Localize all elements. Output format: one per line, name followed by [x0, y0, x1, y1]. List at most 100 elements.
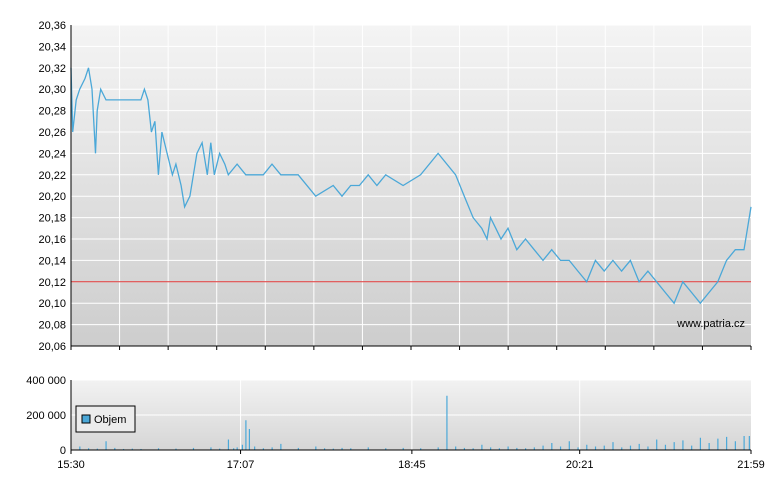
price-y-tick-label: 20,32 — [38, 63, 66, 75]
price-y-tick-label: 20,16 — [38, 234, 66, 246]
volume-bar — [559, 446, 562, 450]
price-y-tick-label: 20,22 — [38, 170, 66, 182]
volume-bar — [673, 442, 675, 450]
volume-bar — [726, 436, 728, 450]
volume-x-tick-label: 17:07 — [227, 459, 255, 471]
volume-bar — [367, 447, 369, 450]
volume-bar — [248, 429, 251, 450]
volume-bar — [481, 444, 483, 450]
volume-bar — [603, 445, 605, 450]
volume-bar — [140, 448, 142, 450]
volume-bar — [157, 448, 160, 450]
volume-bar — [175, 448, 177, 450]
volume-bar — [621, 447, 623, 450]
volume-bar — [656, 439, 658, 450]
volume-bar — [629, 445, 632, 450]
legend-label: Objem — [94, 414, 126, 426]
volume-y-tick-labels: 400 000 200 000 0 — [26, 375, 66, 457]
volume-bar — [490, 447, 492, 450]
volume-bar — [262, 448, 264, 450]
volume-bar — [420, 448, 422, 450]
volume-bar — [297, 447, 299, 450]
volume-x-tick-labels: 15:30 17:07 18:45 20:21 21:59 — [57, 450, 765, 471]
price-x-tick-marks — [70, 346, 752, 350]
volume-bar — [280, 443, 282, 450]
volume-bar — [385, 448, 387, 450]
volume-bar — [219, 448, 221, 450]
volume-bar — [114, 447, 116, 450]
volume-bar — [533, 447, 535, 450]
volume-bar — [350, 448, 352, 450]
price-y-tick-label: 20,24 — [38, 148, 66, 160]
price-y-tick-label: 20,26 — [38, 127, 66, 139]
volume-x-tick-label: 20:21 — [566, 459, 594, 471]
volume-bar — [236, 447, 238, 450]
volume-bar — [79, 446, 81, 450]
price-y-tick-label: 20,18 — [38, 213, 66, 225]
price-gridlines — [71, 24, 751, 347]
volume-bar — [507, 446, 509, 450]
volume-bar — [524, 448, 527, 450]
volume-bar — [498, 448, 500, 450]
volume-bar — [691, 445, 693, 450]
volume-x-tick-label: 21:59 — [737, 459, 765, 471]
volume-bar — [568, 441, 570, 450]
price-chart: 20,36 20,34 20,32 20,30 20,28 20,26 20,24 20,22… — [38, 20, 752, 353]
volume-bar — [233, 448, 235, 450]
volume-bar — [271, 447, 273, 450]
volume-gridlines — [71, 379, 751, 450]
price-series-line — [70, 67, 752, 305]
price-y-tick-label: 20,10 — [38, 298, 66, 310]
volume-bar — [437, 447, 439, 450]
volume-bar — [455, 446, 457, 450]
volume-bar — [748, 436, 750, 450]
volume-bar — [245, 420, 247, 450]
price-y-tick-label: 20,34 — [38, 41, 66, 53]
volume-bar — [743, 436, 745, 450]
volume-bars — [79, 395, 750, 450]
legend-swatch — [81, 414, 91, 424]
volume-bar — [586, 444, 588, 450]
volume-bar — [472, 448, 474, 450]
volume-bar — [192, 447, 195, 450]
volume-legend: Objem — [75, 405, 136, 433]
volume-bar — [227, 439, 230, 450]
volume-bar — [131, 448, 133, 450]
volume-bar — [323, 448, 326, 450]
volume-x-tick-label: 15:30 — [57, 459, 85, 471]
volume-bar — [122, 448, 125, 450]
watermark: www.patria.cz — [676, 318, 745, 330]
volume-bar — [210, 447, 212, 450]
volume-bar — [612, 442, 614, 450]
price-y-tick-labels: 20,36 20,34 20,32 20,30 20,28 20,26 20,24 20,22… — [38, 20, 66, 353]
volume-bar — [315, 446, 317, 450]
volume-bar — [664, 444, 667, 450]
volume-chart: 400 000 200 000 0 15:30 17:07 18:45 20:21 21:5… — [26, 375, 765, 471]
price-y-tick-label: 20,36 — [38, 20, 66, 32]
volume-bar — [332, 448, 334, 450]
volume-bar — [446, 395, 448, 450]
volume-bar — [577, 447, 579, 450]
price-y-tick-label: 20,28 — [38, 106, 66, 118]
volume-bar — [241, 444, 244, 450]
volume-bar — [463, 447, 466, 450]
price-y-tick-label: 20,06 — [38, 341, 66, 353]
volume-bar — [717, 438, 719, 450]
price-y-tick-label: 20,12 — [38, 277, 66, 289]
volume-y-tick-label: 200 000 — [26, 410, 66, 422]
volume-bar — [647, 446, 649, 450]
volume-bar — [682, 440, 684, 450]
volume-bar — [96, 448, 98, 450]
volume-bar — [341, 447, 343, 450]
volume-bar — [516, 447, 518, 450]
price-y-tick-label: 20,30 — [38, 84, 66, 96]
volume-bar — [542, 445, 544, 450]
price-y-tick-label: 20,14 — [38, 255, 66, 267]
volume-bar — [551, 443, 553, 450]
volume-bar — [708, 443, 710, 450]
volume-y-tick-label: 0 — [60, 445, 66, 457]
volume-bar — [87, 448, 90, 450]
volume-bar — [699, 437, 702, 450]
volume-bar — [254, 446, 256, 450]
volume-bar — [638, 443, 640, 450]
